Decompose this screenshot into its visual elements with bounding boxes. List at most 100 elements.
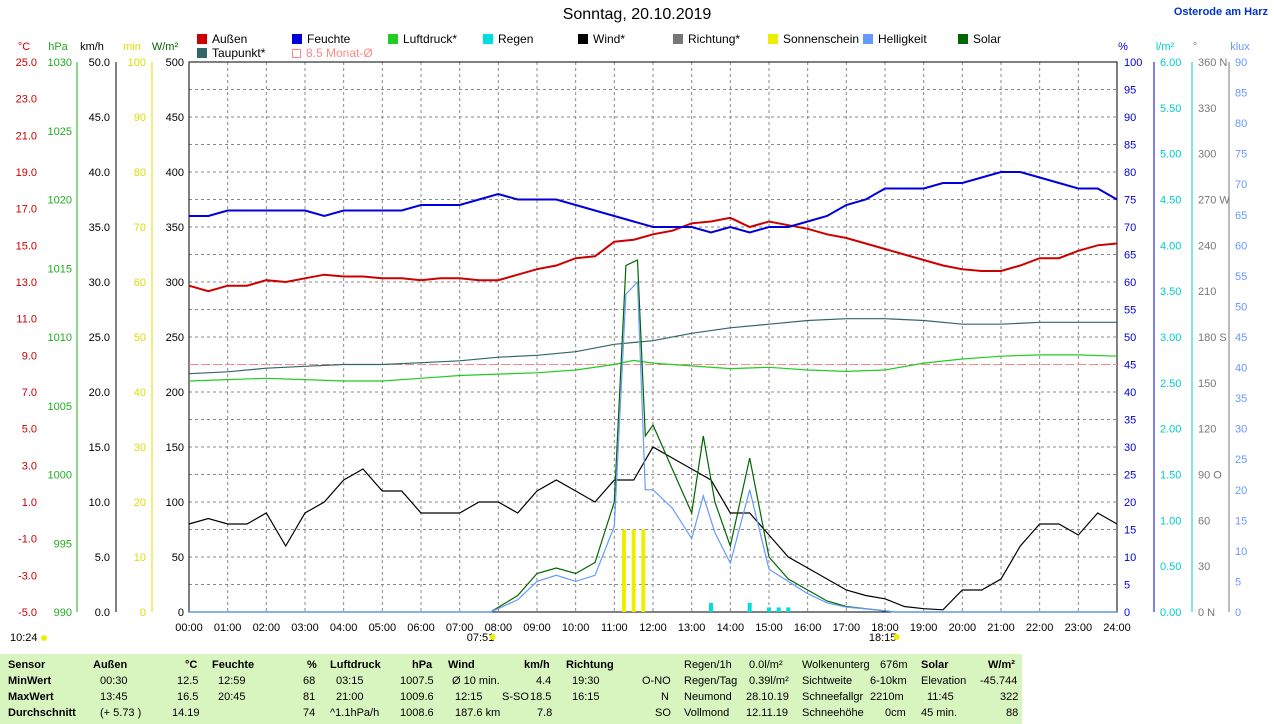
time-tick: 01:00 — [214, 622, 242, 634]
time-tick: 11:00 — [601, 622, 628, 634]
elevation: -45.744 — [980, 675, 1018, 687]
min-tick: 80 — [134, 167, 146, 179]
klux-tick: 75 — [1235, 149, 1247, 161]
time-tick: 03:00 — [291, 622, 319, 634]
pct-tick: 50 — [1124, 332, 1136, 344]
legend-label: 8.5 Monat-Ø — [306, 46, 373, 60]
solar-max-time: 11:45 — [927, 691, 954, 703]
temp-tick: 17.0 — [16, 204, 37, 216]
druck-min-time: 03:15 — [336, 675, 364, 687]
kmh-tick: 0.0 — [95, 607, 110, 619]
lm2-tick: 3.50 — [1160, 286, 1181, 298]
feuchte-unit: % — [307, 659, 317, 671]
pct-tick: 5 — [1124, 580, 1130, 592]
pct-tick: 95 — [1124, 85, 1136, 97]
min-unit: min — [123, 41, 141, 53]
druck-unit: hPa — [412, 659, 433, 671]
lm2-tick: 5.00 — [1160, 149, 1181, 161]
lm2-tick: 0.00 — [1160, 607, 1181, 619]
lm2-tick: 1.50 — [1160, 470, 1181, 482]
schneehoehe-label: Schneehöhe — [802, 707, 864, 719]
druck-header: Luftdruck — [330, 659, 381, 671]
legend-swatch — [388, 34, 398, 44]
kmh-tick: 45.0 — [89, 112, 110, 124]
hpa-tick: 1025 — [48, 126, 72, 138]
regen-tag: 0.39l/m² — [749, 675, 789, 687]
klux-tick: 80 — [1235, 118, 1247, 130]
temp-tick: 9.0 — [22, 350, 37, 362]
temp-tick: -1.0 — [18, 534, 37, 546]
legend-item: Feuchte — [292, 32, 350, 46]
row-label-sensor: Sensor — [8, 659, 46, 671]
plot-frame — [188, 61, 1118, 613]
deg-tick: 180 S — [1198, 332, 1227, 344]
stats-panel: Sensor MinWert MaxWert Durchschnitt Auße… — [0, 654, 1022, 724]
wind-avg: 7.8 — [537, 707, 553, 719]
min-tick: 60 — [134, 277, 146, 289]
hpa-tick: 995 — [54, 538, 72, 550]
temp-tick: -5.0 — [18, 607, 37, 619]
deg-tick: 210 — [1198, 286, 1216, 298]
wm2-unit: W/m² — [152, 41, 179, 53]
legend-label: Regen — [498, 32, 534, 46]
feuchte-avg: 74 — [303, 707, 316, 719]
kmh-tick: 40.0 — [89, 167, 110, 179]
deg-tick: 330 — [1198, 103, 1216, 115]
legend-item: Außen — [197, 32, 247, 46]
klux-tick: 5 — [1235, 576, 1241, 588]
pct-unit: % — [1118, 41, 1128, 53]
lm2-tick: 1.00 — [1160, 515, 1181, 527]
time-tick: 18:00 — [871, 622, 899, 634]
deg-tick: 300 — [1198, 149, 1216, 161]
time-tick: 12:00 — [639, 622, 667, 634]
time-tick: 19:00 — [910, 622, 938, 634]
deg-tick: 60 — [1198, 515, 1210, 527]
solar-45-label: 45 min. — [921, 707, 958, 719]
sunrise-icon — [489, 634, 496, 640]
feuchte-min: 68 — [303, 675, 316, 687]
neumond-label: Neumond — [684, 691, 732, 703]
deg-tick: 0 N — [1198, 607, 1215, 619]
pct-tick: 10 — [1124, 552, 1136, 564]
klux-tick: 20 — [1235, 485, 1247, 497]
kmh-unit: km/h — [80, 41, 104, 53]
lm2-tick: 6.00 — [1160, 57, 1181, 69]
wm2-tick: 100 — [166, 497, 184, 509]
time-tick: 15:00 — [755, 622, 783, 634]
time-tick: 10:00 — [562, 622, 590, 634]
richtung-avg: SO — [655, 707, 671, 719]
wolken: 676m — [880, 659, 908, 671]
time-tick: 24:00 — [1103, 622, 1131, 634]
klux-tick: 40 — [1235, 363, 1247, 375]
min-tick: 20 — [134, 497, 146, 509]
legend-swatch — [197, 34, 207, 44]
vollmond: 12.11.19 — [746, 707, 789, 719]
legend-swatch — [578, 34, 588, 44]
time-tick: 20:00 — [949, 622, 977, 634]
aussen-max: 16.5 — [177, 691, 199, 703]
time-tick: 02:00 — [253, 622, 281, 634]
regen-tag-label: Regen/Tag — [684, 675, 738, 687]
rain-bar — [767, 607, 771, 612]
lm2-tick: 5.50 — [1160, 103, 1181, 115]
richtung-max-time: 16:15 — [572, 691, 600, 703]
temp-tick: 11.0 — [16, 314, 37, 326]
kmh-tick: 10.0 — [89, 497, 110, 509]
temp-tick: -3.0 — [18, 570, 37, 582]
lm2-tick: 3.00 — [1160, 332, 1181, 344]
station-link[interactable]: Osterode am Harz — [1173, 6, 1268, 18]
time-tick: 09:00 — [523, 622, 551, 634]
wolken-label: Wolkenunterg — [802, 659, 870, 671]
time-tick: 06:00 — [407, 622, 435, 634]
series-line-feuchte — [189, 171, 1118, 234]
series-line-solar — [189, 259, 1117, 613]
rain-bar — [747, 602, 752, 612]
lm2-unit: l/m² — [1156, 41, 1175, 53]
pct-tick: 30 — [1124, 442, 1136, 454]
klux-tick: 10 — [1235, 546, 1247, 558]
legend-swatch — [958, 34, 968, 44]
legend-item: Wind* — [578, 32, 625, 46]
legend-item: Richtung* — [673, 32, 740, 46]
pct-tick: 70 — [1124, 222, 1136, 234]
regen-1h-label: Regen/1h — [684, 659, 732, 671]
